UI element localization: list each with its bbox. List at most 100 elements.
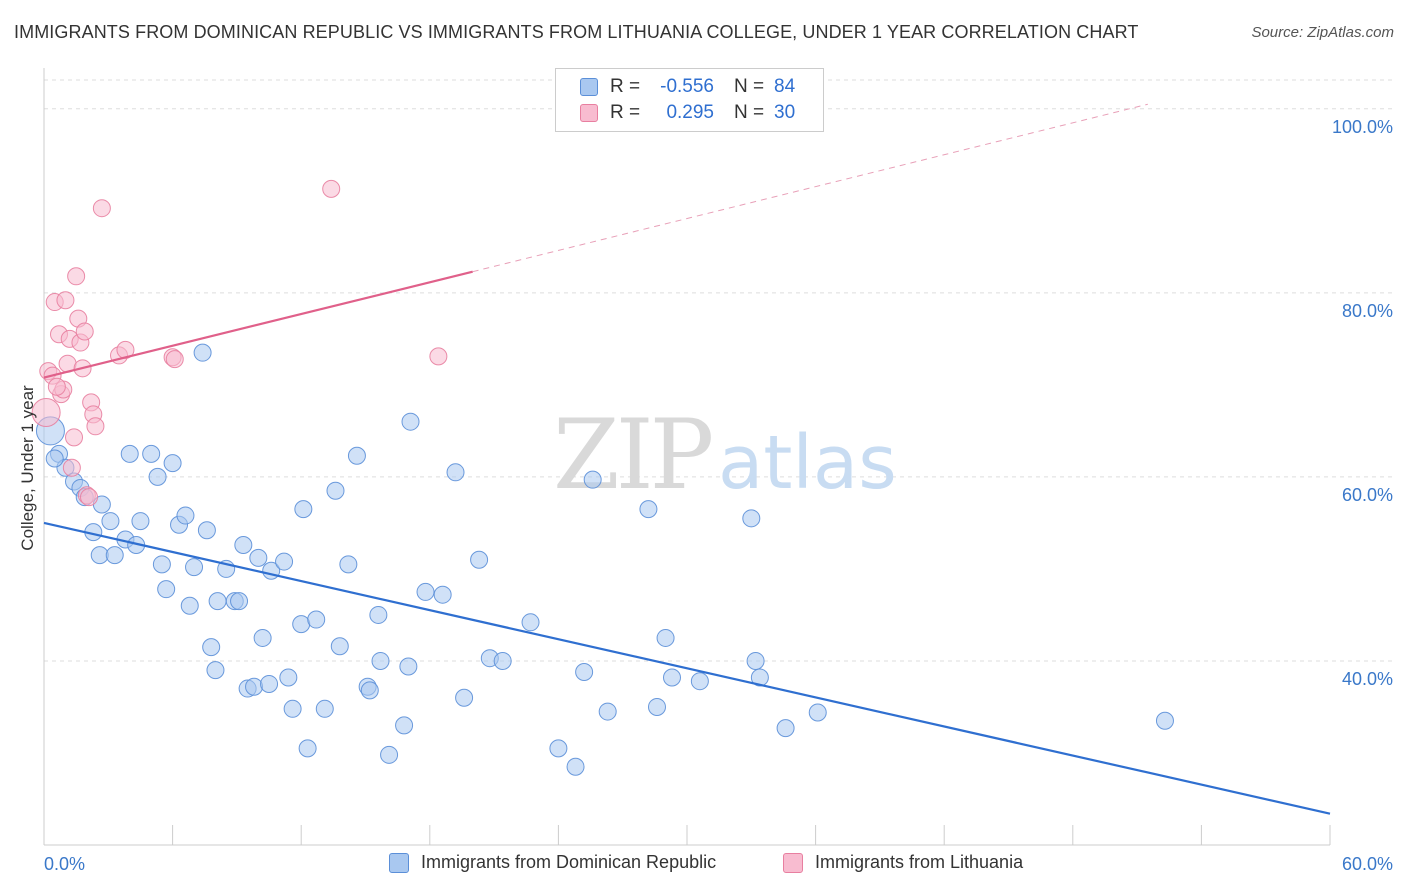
- y-axis-label: College, Under 1 year: [18, 385, 37, 551]
- series-label-dominican: Immigrants from Dominican Republic: [421, 852, 717, 872]
- point-dominican: [446, 463, 465, 482]
- point-dominican: [470, 550, 489, 569]
- point-dominican: [369, 605, 388, 624]
- point-dominican: [401, 412, 420, 431]
- trend-line-lithuania-extension: [472, 103, 1148, 273]
- point-dominican: [105, 546, 124, 565]
- point-dominican: [294, 500, 313, 519]
- trend-line-lithuania: [43, 270, 473, 379]
- y-tick-label: 40.0%: [1342, 669, 1393, 689]
- point-dominican: [279, 668, 298, 687]
- point-dominican: [206, 661, 225, 680]
- point-dominican: [339, 555, 358, 574]
- point-dominican: [326, 481, 345, 500]
- point-dominican: [598, 702, 617, 721]
- point-dominican: [202, 638, 221, 657]
- legend-n-label: N =: [734, 76, 765, 97]
- point-lithuania: [80, 488, 99, 507]
- point-dominican: [307, 610, 326, 629]
- series-legend: Immigrants from Dominican Republic Immig…: [0, 852, 1406, 876]
- point-dominican: [185, 558, 204, 577]
- point-dominican: [656, 628, 675, 647]
- point-dominican: [1155, 711, 1174, 730]
- point-lithuania: [322, 179, 341, 198]
- legend-r-value: -0.556: [660, 76, 714, 97]
- point-dominican: [395, 716, 414, 735]
- series-swatch-dominican: [389, 852, 409, 873]
- point-dominican: [690, 672, 709, 691]
- correlation-legend: R = -0.556 N = 84 R = 0.295 N = 30: [555, 68, 824, 132]
- legend-swatch-dominican: [580, 78, 598, 96]
- point-dominican: [380, 745, 399, 764]
- point-dominican: [249, 548, 268, 567]
- point-dominican: [230, 592, 249, 611]
- point-dominican: [330, 637, 349, 656]
- point-dominican: [253, 628, 272, 647]
- point-lithuania: [67, 267, 86, 286]
- series-legend-dominican[interactable]: Immigrants from Dominican Republic: [389, 852, 716, 873]
- point-dominican: [45, 449, 64, 468]
- point-dominican: [163, 454, 182, 473]
- point-dominican: [776, 719, 795, 738]
- point-dominican: [808, 703, 827, 722]
- legend-swatch-lithuania: [580, 104, 598, 122]
- point-dominican: [662, 668, 681, 687]
- watermark: ZIP atlas: [553, 399, 897, 511]
- legend-r-label: R =: [610, 102, 641, 123]
- point-dominican: [120, 444, 139, 463]
- point-dominican: [750, 668, 769, 687]
- series-label-lithuania: Immigrants from Lithuania: [815, 852, 1024, 872]
- point-dominican: [360, 681, 379, 700]
- series-swatch-lithuania: [783, 852, 803, 873]
- point-dominican: [433, 585, 452, 604]
- point-dominican: [347, 446, 366, 465]
- point-dominican: [371, 651, 390, 670]
- point-lithuania: [86, 417, 105, 436]
- x-tick-label: 60.0%: [1342, 854, 1393, 874]
- point-dominican: [131, 512, 150, 531]
- point-dominican: [455, 688, 474, 707]
- point-dominican: [493, 651, 512, 670]
- legend-n-value: 30: [774, 102, 796, 123]
- legend-n-value: 84: [774, 76, 796, 97]
- point-dominican: [275, 552, 294, 571]
- point-dominican: [260, 674, 279, 693]
- point-lithuania: [92, 199, 111, 218]
- y-tick-label: 60.0%: [1342, 485, 1393, 505]
- point-dominican: [549, 739, 568, 758]
- point-lithuania: [56, 291, 75, 310]
- point-dominican: [142, 444, 161, 463]
- point-dominican: [148, 467, 167, 486]
- source-label: Source: ZipAtlas.com: [1251, 24, 1394, 41]
- point-dominican: [647, 697, 666, 716]
- point-lithuania: [47, 377, 66, 396]
- legend-row-lithuania: R = 0.295 N = 30: [580, 102, 795, 124]
- y-tick-label: 100.0%: [1332, 117, 1393, 137]
- point-lithuania: [62, 458, 81, 477]
- point-lithuania: [165, 350, 184, 369]
- point-lithuania: [75, 322, 94, 341]
- chart-title: IMMIGRANTS FROM DOMINICAN REPUBLIC VS IM…: [14, 22, 1139, 42]
- point-dominican: [575, 662, 594, 681]
- series-legend-lithuania[interactable]: Immigrants from Lithuania: [783, 852, 1023, 873]
- point-dominican: [416, 582, 435, 601]
- watermark-zip: ZIP: [553, 399, 712, 511]
- point-dominican: [639, 500, 658, 519]
- point-dominican: [208, 592, 227, 611]
- point-dominican: [399, 657, 418, 676]
- point-dominican: [283, 699, 302, 718]
- point-dominican: [583, 470, 602, 489]
- point-dominican: [101, 512, 120, 531]
- point-dominican: [566, 757, 585, 776]
- point-lithuania: [429, 347, 448, 366]
- x-tick-label: 0.0%: [44, 854, 85, 874]
- point-dominican: [746, 651, 765, 670]
- legend-r-label: R =: [610, 76, 641, 97]
- point-dominican: [521, 613, 540, 632]
- point-dominican: [157, 580, 176, 599]
- point-dominican: [298, 739, 317, 758]
- watermark-atlas: atlas: [718, 420, 897, 506]
- legend-n-label: N =: [734, 102, 765, 123]
- point-dominican: [176, 506, 195, 525]
